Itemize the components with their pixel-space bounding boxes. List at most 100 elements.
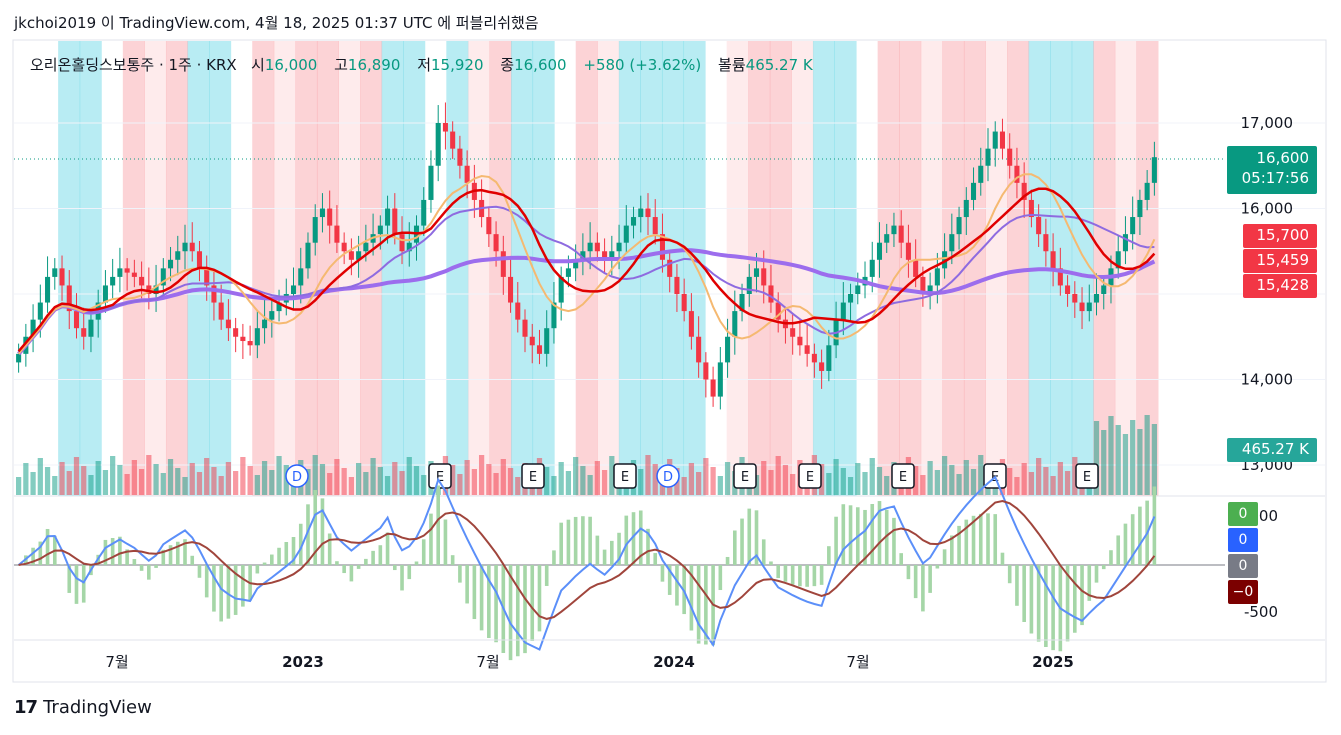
candle-body (392, 208, 398, 235)
volume-bar (269, 470, 275, 495)
candle-body (746, 276, 752, 294)
volume-bar (956, 474, 962, 495)
candle-body (797, 336, 803, 346)
candle-body (761, 268, 767, 286)
indicator-badge-signal: −0 (1228, 580, 1258, 604)
candle-body (131, 272, 137, 277)
candle-body (442, 123, 448, 132)
background-band (985, 41, 1008, 496)
candle-body (696, 336, 702, 363)
candle-body (327, 208, 333, 226)
price-axis-label: 14,000 (1241, 371, 1294, 389)
candle-body (305, 242, 311, 269)
candle-body (1072, 294, 1078, 303)
volume-bar (869, 458, 875, 495)
volume-bar (153, 464, 159, 495)
volume-bar (688, 463, 695, 495)
volume-bar (305, 469, 311, 495)
volume-bar (52, 476, 58, 495)
earnings-marker (1075, 463, 1099, 489)
candle-body (710, 379, 716, 397)
candle-body (884, 234, 890, 243)
volume-bar (392, 462, 398, 495)
candle-body (262, 319, 268, 329)
volume-bar (500, 459, 506, 495)
volume-bar (196, 472, 203, 495)
volume-bar (1101, 430, 1107, 495)
volume-bar (1050, 476, 1056, 495)
earnings-marker-label: E (899, 470, 907, 485)
ma-badge-2: 15,459 (1243, 249, 1317, 273)
volume-bar (334, 459, 340, 495)
volume-bar (949, 465, 955, 495)
time-axis-label: 2023 (282, 653, 324, 671)
earnings-marker-label: E (741, 470, 749, 485)
candle-body (1079, 302, 1085, 312)
background-band (899, 41, 922, 496)
footer-brand[interactable]: 17 TradingView (14, 697, 152, 718)
candle-body (826, 345, 832, 371)
candle-body (623, 225, 629, 243)
candle-body (522, 319, 528, 337)
volume-bar (450, 465, 456, 495)
volume-bar (131, 460, 137, 495)
indicator-axis-label: -500 (1244, 603, 1278, 621)
candle-body (421, 199, 427, 226)
price-axis-label: 17,000 (1241, 114, 1294, 132)
candle-body (117, 268, 123, 277)
volume-bar (724, 462, 731, 495)
candle-body (30, 319, 36, 337)
volume-bar (88, 475, 94, 495)
candle-body (688, 311, 694, 337)
background-band (1136, 41, 1159, 496)
volume-bar (457, 474, 463, 495)
candle-body (16, 353, 22, 363)
candle-body (717, 362, 723, 397)
earnings-marker-label: E (436, 470, 444, 485)
volume-bar (920, 475, 926, 495)
candle-body (985, 148, 991, 166)
background-band (877, 41, 900, 496)
candle-body (616, 242, 622, 252)
background-band (532, 41, 555, 496)
candle-body (110, 276, 116, 286)
candle-body (334, 225, 340, 243)
footer-text: TradingView (43, 697, 152, 718)
candle-body (934, 268, 940, 286)
candle-body (609, 251, 615, 260)
volume-bar (855, 463, 861, 495)
background-band (295, 41, 318, 496)
candle-body (290, 285, 297, 294)
candle-body (638, 208, 644, 218)
ma-red-line (17, 187, 1156, 353)
background-band (165, 41, 189, 496)
candle-body (920, 276, 926, 294)
ma-mid-line (17, 205, 1155, 355)
volume-bar (95, 461, 101, 495)
candle-body (124, 268, 130, 273)
background-band (273, 41, 296, 496)
candle-body (196, 251, 203, 269)
low-label: 저 (417, 56, 431, 74)
volume-bar (609, 456, 615, 495)
candle-body (725, 336, 731, 363)
volume-bar (847, 477, 854, 495)
candle-body (493, 234, 499, 252)
volume-badge: 465.27 K (1227, 438, 1317, 462)
candle-body (1093, 294, 1100, 303)
candle-body (942, 251, 948, 269)
volume-bar (16, 477, 22, 495)
volume-bar (218, 476, 224, 495)
volume-bar (30, 472, 36, 495)
indicator-badge-histogram: 0 (1228, 502, 1258, 526)
candle-body (406, 242, 412, 252)
volume-bar (247, 466, 253, 495)
volume-bar (573, 457, 579, 495)
volume-bar (363, 472, 369, 495)
volume-bar (1043, 467, 1049, 495)
volume-bar (66, 471, 72, 495)
volume-bar (356, 463, 362, 495)
volume-bar (833, 459, 839, 495)
candle-body (529, 336, 535, 346)
